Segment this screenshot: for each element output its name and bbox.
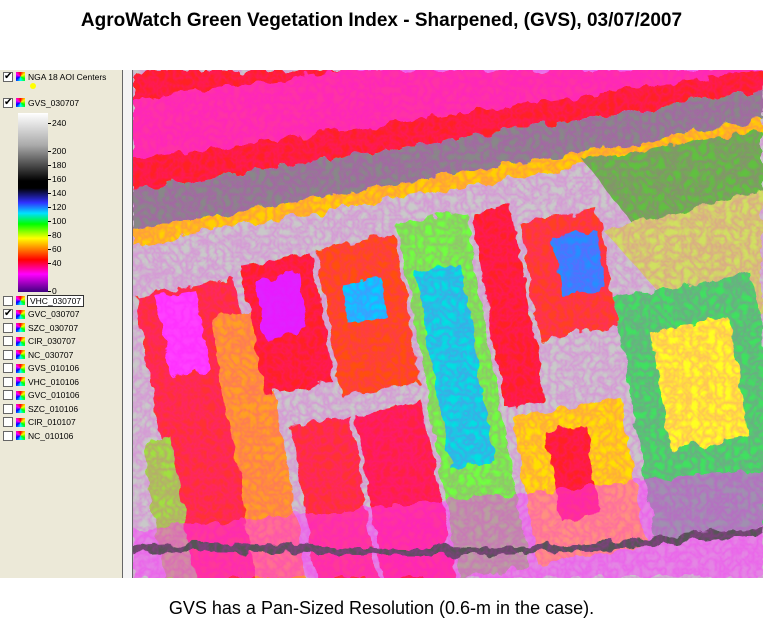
layer-row[interactable]: NC_030707 bbox=[0, 348, 73, 361]
layer-checkbox[interactable]: ✔ bbox=[3, 70, 13, 82]
layer-checkbox[interactable] bbox=[3, 376, 13, 387]
legend-label: 120 bbox=[52, 202, 67, 212]
legend-tick bbox=[48, 207, 51, 208]
layer-checkbox[interactable] bbox=[3, 363, 13, 373]
layer-checkbox[interactable] bbox=[3, 322, 13, 333]
layer-icon bbox=[16, 296, 25, 305]
layer-icon bbox=[16, 363, 25, 373]
legend-label: 160 bbox=[52, 174, 67, 184]
layer-icon bbox=[16, 309, 25, 319]
layer-name[interactable]: GVC_010106 bbox=[28, 390, 80, 400]
legend-label: 100 bbox=[52, 216, 67, 226]
layer-checkbox[interactable] bbox=[3, 390, 13, 400]
legend-label: 240 bbox=[52, 118, 67, 128]
map-image bbox=[133, 70, 763, 578]
layer-checkbox[interactable] bbox=[3, 417, 13, 427]
legend-tick bbox=[48, 179, 51, 180]
layer-checkbox[interactable] bbox=[3, 295, 13, 306]
legend-label: 0 bbox=[52, 286, 57, 296]
layer-panel: ✔ NGA 18 AOI Centers ✔ GVS_030707 VHC_030707… bbox=[0, 70, 123, 578]
layer-icon bbox=[16, 404, 25, 413]
layer-name[interactable]: CIR_030707 bbox=[28, 336, 76, 346]
layer-row[interactable]: SZC_030707 bbox=[0, 321, 78, 334]
legend-label: 200 bbox=[52, 146, 67, 156]
layer-name[interactable]: SZC_030707 bbox=[28, 322, 79, 333]
layer-name[interactable]: NGA 18 AOI Centers bbox=[28, 71, 107, 82]
legend-tick bbox=[48, 291, 51, 292]
scrollbar[interactable] bbox=[122, 70, 133, 578]
layer-row[interactable]: CIR_030707 bbox=[0, 335, 76, 348]
legend-tick bbox=[48, 193, 51, 194]
layer-icon bbox=[16, 417, 25, 427]
layer-row[interactable]: ✔ GVC_030707 bbox=[0, 308, 80, 321]
legend-label: 60 bbox=[52, 244, 62, 254]
layer-icon bbox=[16, 336, 25, 346]
layer-row[interactable]: ✔ NGA 18 AOI Centers bbox=[0, 70, 106, 83]
layer-name[interactable]: GVS_030707 bbox=[28, 97, 80, 108]
layer-name[interactable]: NC_030707 bbox=[28, 349, 74, 360]
layer-checkbox[interactable] bbox=[3, 403, 13, 414]
legend-dot bbox=[30, 83, 36, 89]
layer-icon bbox=[16, 377, 25, 386]
legend-tick bbox=[48, 151, 51, 152]
legend-tick bbox=[48, 263, 51, 264]
layer-checkbox[interactable]: ✔ bbox=[3, 308, 13, 319]
layer-icon bbox=[16, 98, 25, 107]
layer-icon bbox=[16, 431, 25, 440]
layer-checkbox[interactable] bbox=[3, 349, 13, 360]
layer-name[interactable]: NC_010106 bbox=[28, 430, 74, 441]
layer-name[interactable]: CIR_010107 bbox=[28, 417, 76, 427]
legend-label: 80 bbox=[52, 230, 62, 240]
layer-row[interactable]: VHC_010106 bbox=[0, 375, 79, 388]
layer-name[interactable]: GVS_010106 bbox=[28, 363, 80, 373]
layer-icon bbox=[16, 350, 25, 359]
legend-tick bbox=[48, 165, 51, 166]
layer-checkbox[interactable] bbox=[3, 430, 13, 441]
legend-tick bbox=[48, 221, 51, 222]
legend-label: 140 bbox=[52, 188, 67, 198]
legend-tick bbox=[48, 235, 51, 236]
layer-icon bbox=[16, 323, 25, 332]
legend-tick bbox=[48, 123, 51, 124]
legend-label: 180 bbox=[52, 160, 67, 170]
layer-icon bbox=[16, 72, 25, 81]
layer-row[interactable]: NC_010106 bbox=[0, 429, 73, 442]
caption: GVS has a Pan-Sized Resolution (0.6-m in… bbox=[168, 598, 595, 618]
layer-name[interactable]: SZC_010106 bbox=[28, 403, 79, 414]
layer-name[interactable]: VHC_030707 bbox=[26, 294, 85, 307]
layer-row[interactable]: CIR_010107 bbox=[0, 416, 76, 429]
layer-name[interactable]: GVC_030707 bbox=[28, 309, 80, 319]
legend-ramp bbox=[18, 113, 48, 292]
layer-checkbox[interactable]: ✔ bbox=[3, 96, 13, 108]
legend-label: 40 bbox=[52, 258, 62, 268]
layer-row[interactable]: GVS_010106 bbox=[0, 362, 79, 375]
layer-row[interactable]: GVC_010106 bbox=[0, 389, 80, 402]
legend-tick bbox=[48, 249, 51, 250]
layer-checkbox[interactable] bbox=[3, 336, 13, 346]
title: AgroWatch Green Vegetation Index - Sharp… bbox=[80, 10, 683, 31]
layer-name[interactable]: VHC_010106 bbox=[28, 376, 80, 387]
layer-icon bbox=[16, 390, 25, 400]
layer-row[interactable]: VHC_030707 bbox=[0, 294, 85, 307]
layer-row[interactable]: SZC_010106 bbox=[0, 402, 78, 415]
layer-row[interactable]: ✔ GVS_030707 bbox=[0, 96, 79, 109]
